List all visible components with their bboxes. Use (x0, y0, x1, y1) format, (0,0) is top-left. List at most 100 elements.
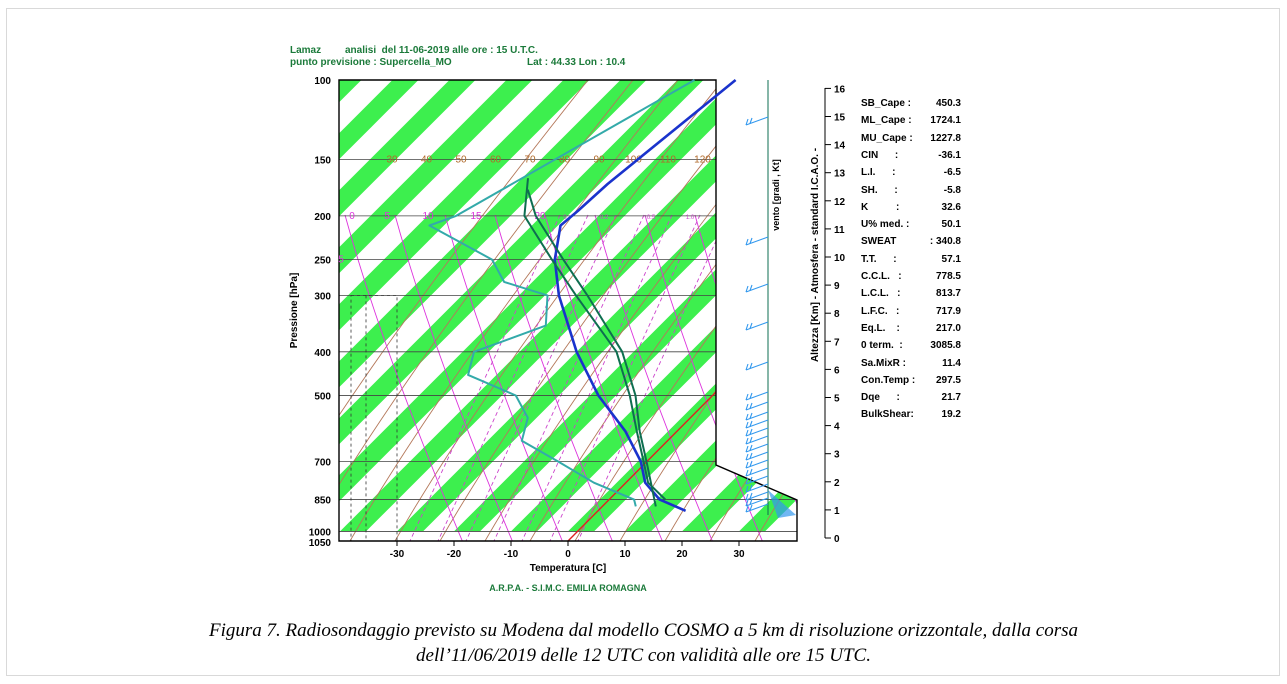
index-name: U% med. : (861, 219, 910, 231)
isotherm-band (340, 80, 797, 532)
profile-temperature (553, 78, 737, 512)
dry-adiabat (349, 80, 711, 541)
index-value: 1724.1 (930, 115, 961, 127)
wind-barb (745, 321, 769, 331)
isotherm-band (339, 80, 724, 532)
y-tick-label: 200 (314, 212, 331, 223)
mixing-ratio-line (549, 214, 701, 541)
index-row: ML_Cape : 1724.1 (861, 115, 961, 129)
dry-adiabat (339, 80, 666, 541)
isotherm-band (339, 80, 797, 532)
index-row: Con.Temp : 297.5 (861, 375, 961, 389)
index-name: MU_Cape : (861, 132, 913, 144)
plot-area (0, 0, 1287, 541)
index-name: CIN : (861, 149, 899, 161)
wind-barb (745, 427, 769, 437)
wind-barb-cluster (768, 490, 796, 518)
header-coordinates: Lat : 44.33 Lon : 10.4 (527, 57, 626, 68)
index-value: 1227.8 (930, 132, 961, 144)
isotherm-band (0, 0, 211, 531)
index-row: CIN : -36.1 (861, 150, 961, 164)
height-tick-label: 13 (834, 169, 846, 180)
index-value: 3085.8 (930, 340, 961, 352)
caption-line-1: Figura 7. Radiosondaggio previsto su Mod… (208, 620, 1079, 641)
y-tick-label: 1050 (309, 538, 332, 549)
wind-barb (745, 503, 769, 513)
dry-adiabat-label: 60 (490, 154, 502, 165)
wind-barb (745, 467, 769, 477)
isotherm-band (339, 80, 797, 532)
dry-adiabat-label: 120 (694, 154, 711, 165)
height-tick-label: 9 (834, 281, 840, 292)
moist-adiabat-label: 0 (349, 211, 355, 222)
isotherm-band (339, 80, 797, 532)
isotherm-band (1081, 0, 1287, 531)
index-row: L.F.C. : 717.9 (861, 306, 961, 320)
moist-adiabat (644, 214, 776, 541)
index-value: 19.2 (941, 409, 961, 421)
moist-adiabat-label: 20 (534, 211, 546, 222)
y-tick-label: 700 (314, 458, 331, 469)
dry-adiabat (709, 80, 797, 541)
moist-adiabat (394, 214, 526, 541)
dry-adiabat-label: 80 (559, 154, 571, 165)
index-value: 50.1 (941, 219, 961, 231)
index-row: L.I. : -6.5 (861, 167, 961, 181)
height-tick-label: 14 (834, 141, 846, 152)
isotherm-band (1024, 0, 1287, 531)
isotherm-band (1138, 0, 1287, 531)
x-tick-label: 30 (733, 549, 745, 560)
index-name: BulkShear: (861, 409, 914, 421)
height-tick-label: 16 (834, 84, 846, 95)
isotherm-band (682, 80, 797, 532)
index-value: 813.7 (935, 288, 961, 300)
height-tick-label: 15 (834, 113, 846, 124)
dry-adiabat-label: 100 (625, 154, 642, 165)
index-row: MU_Cape : 1227.8 (861, 133, 961, 147)
isotherm-band (454, 80, 797, 532)
index-row: U% med. : 50.1 (861, 219, 961, 233)
wind-barb (745, 283, 769, 293)
x-tick-label: -30 (390, 549, 405, 560)
index-row: SH. : -5.8 (861, 185, 961, 199)
x-tick-label: 20 (676, 549, 688, 560)
index-value: 717.9 (935, 305, 961, 317)
isotherm-band (967, 0, 1287, 531)
y-tick-label: 150 (314, 155, 331, 166)
index-name: L.I. : (861, 167, 896, 179)
moist-adiabat-label: 5 (384, 211, 390, 222)
index-row: Eq.L. : 217.0 (861, 323, 961, 337)
x-tick-label: -20 (447, 549, 462, 560)
height-tick-label: 11 (834, 225, 845, 236)
dry-adiabat (664, 80, 797, 541)
y-axis-label: Pressione [hPa] (289, 273, 300, 349)
height-tick-label: 2 (834, 478, 840, 489)
index-name: C.C.L. : (861, 271, 902, 282)
index-row: C.C.L. : 778.5 (861, 271, 961, 285)
height-tick-label: 1 (834, 506, 840, 517)
isotherm-band (0, 0, 325, 531)
dry-adiabat (394, 80, 756, 541)
mixing-ratio-line (521, 214, 673, 541)
index-row: BulkShear: 19.2 (861, 409, 961, 423)
index-name: SB_Cape : (861, 98, 912, 109)
height-tick-label: 0 (834, 534, 840, 545)
wind-barb (745, 411, 769, 421)
dry-adiabat-label: 70 (524, 154, 536, 165)
height-tick-label: 8 (834, 309, 840, 320)
index-row: SWEAT: 340.8 (861, 236, 961, 250)
mixing-ratio-line (465, 214, 617, 541)
index-value: : 340.8 (929, 236, 961, 248)
wind-barb (745, 491, 769, 501)
index-name: K : (861, 201, 900, 213)
profile-parcel-2 (526, 189, 657, 507)
height-tick-label: 4 (834, 422, 840, 433)
index-name: Sa.MixR : (861, 357, 907, 369)
isotherm-band (1195, 0, 1287, 531)
index-row: 0 term. : 3085.8 (861, 340, 961, 354)
dry-adiabat-label: 110 (660, 154, 676, 165)
index-value: -36.1 (938, 149, 961, 161)
plot-frame (338, 79, 798, 542)
dry-adiabat-label: 90 (593, 154, 605, 165)
height-tick-label: 12 (834, 197, 846, 208)
